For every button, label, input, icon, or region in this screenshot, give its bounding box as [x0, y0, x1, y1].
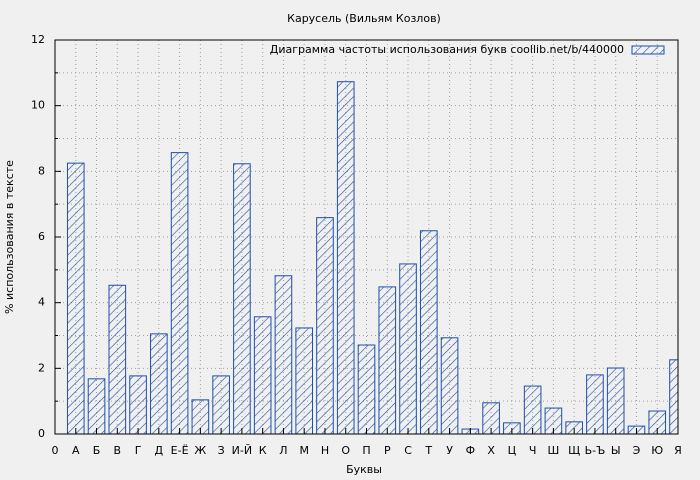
bar [129, 375, 147, 434]
bar [108, 284, 127, 434]
bar [523, 385, 542, 434]
bar [233, 163, 251, 434]
bar [253, 316, 272, 434]
y-tick-label: 6 [38, 230, 45, 243]
x-tick-label: Ш [548, 444, 560, 457]
bar [606, 367, 625, 434]
x-tick-label: Т [424, 444, 432, 457]
x-tick-label: У [446, 444, 453, 457]
bar [316, 217, 334, 434]
bar [87, 378, 106, 434]
x-tick-label: И-Й [232, 444, 252, 457]
x-tick-label: Щ [568, 444, 580, 457]
x-tick-label: Е-Ё [171, 444, 189, 457]
x-axis-label: Буквы [346, 463, 382, 476]
x-tick-label: К [259, 444, 267, 457]
bar [66, 162, 85, 434]
x-tick-label: С [404, 444, 412, 457]
bar [544, 407, 563, 434]
x-tick-label: А [72, 444, 80, 457]
bar [274, 275, 293, 434]
x-tick-label: П [362, 444, 370, 457]
y-axis-label: % использования в тексте [3, 160, 16, 314]
x-tick-label: Л [279, 444, 287, 457]
x-tick-label: Ц [508, 444, 517, 457]
bar [150, 333, 168, 434]
x-tick-label: Э [633, 444, 641, 457]
y-tick-label: 10 [31, 99, 45, 112]
bar [212, 375, 230, 434]
bar [440, 337, 459, 434]
legend-label: Диаграмма частоты использования букв coo… [270, 43, 624, 56]
x-tick-label: Н [321, 444, 329, 457]
x-tick-label: Ч [529, 444, 537, 457]
x-tick-label: Ь-Ъ [585, 444, 606, 457]
x-tick-label: О [341, 444, 350, 457]
bar [419, 230, 438, 434]
x-tick-label: Д [155, 444, 164, 457]
x-tick-label: Ф [466, 444, 475, 457]
x-tick-label: М [299, 444, 309, 457]
bar [170, 152, 189, 434]
y-tick-label: 12 [31, 33, 45, 46]
bar [586, 374, 604, 434]
y-tick-label: 2 [38, 361, 45, 374]
x-tick-label: 0 [52, 444, 59, 457]
bar [336, 81, 355, 434]
chart-title: Карусель (Вильям Козлов) [287, 12, 441, 25]
x-tick-label: З [218, 444, 225, 457]
x-tick-label: Р [384, 444, 391, 457]
x-tick-label: Я [674, 444, 682, 457]
bar [669, 359, 678, 434]
x-tick-label: Ю [651, 444, 663, 457]
x-tick-label: Х [487, 444, 495, 457]
x-tick-label: В [114, 444, 122, 457]
bar [399, 263, 417, 434]
bar [295, 327, 314, 434]
x-tick-label: Ы [611, 444, 621, 457]
legend-swatch [631, 45, 665, 55]
bar [378, 286, 397, 434]
y-tick-label: 8 [38, 164, 45, 177]
bar [191, 399, 210, 434]
x-tick-label: Ж [194, 444, 206, 457]
bar [357, 344, 376, 434]
x-tick-label: Б [93, 444, 101, 457]
x-tick-label: Г [135, 444, 142, 457]
y-tick-label: 0 [38, 427, 45, 440]
y-tick-label: 4 [38, 296, 45, 309]
